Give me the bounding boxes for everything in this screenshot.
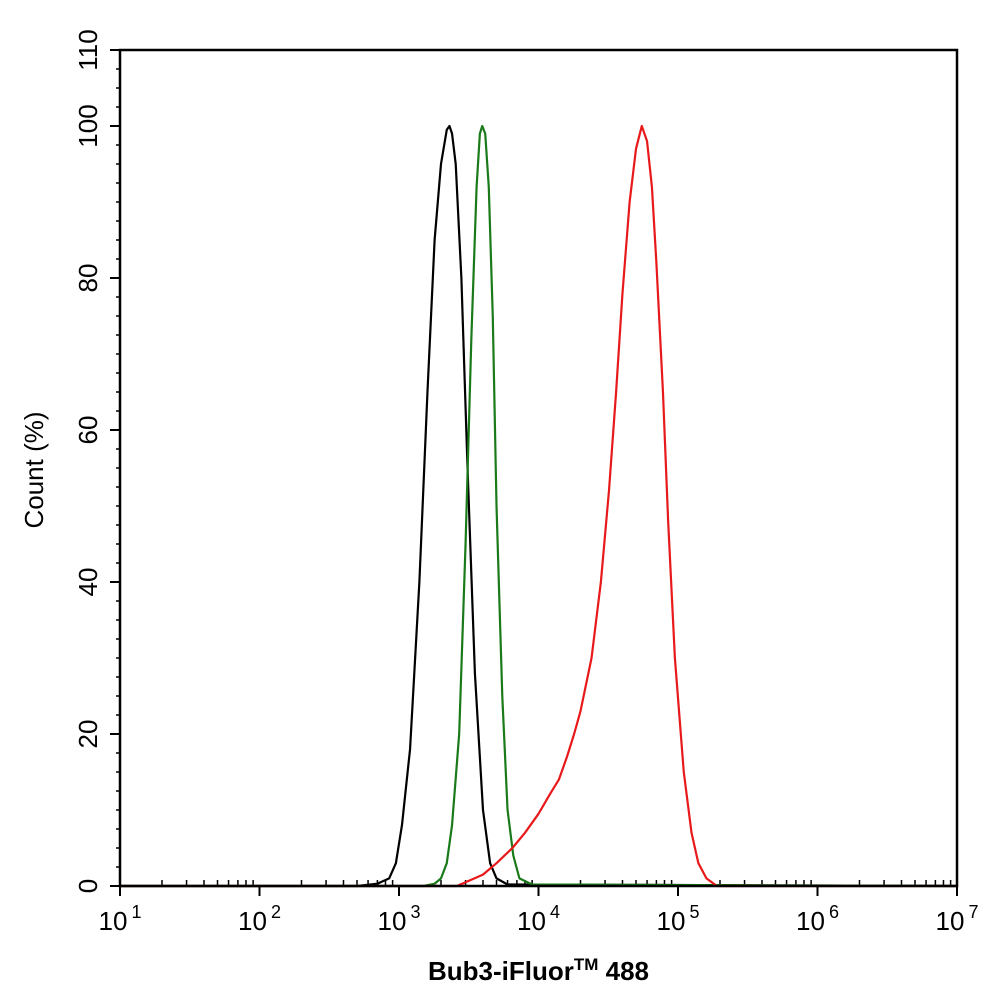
y-tick-label: 100 — [73, 104, 103, 147]
y-tick-label: 0 — [73, 879, 103, 893]
x-axis-title-suffix: 488 — [598, 956, 649, 986]
x-axis-title-main: Bub3-iFluor — [428, 956, 574, 986]
minor-ticks — [116, 68, 952, 886]
series-line-2 — [118, 124, 959, 888]
y-tick-label: 110 — [73, 29, 103, 70]
y-tick-labels: 0 20 40 60 80 100 110 — [73, 29, 103, 893]
x-axis-title-superscript: TM — [574, 955, 599, 974]
series-line-3 — [118, 124, 959, 888]
x-tick-label-base: 10 — [99, 906, 128, 936]
x-tick-label: 10 6 — [796, 902, 839, 936]
major-ticks — [110, 49, 958, 896]
x-tick-label-base: 10 — [517, 906, 546, 936]
x-tick-label: 10 1 — [99, 902, 142, 936]
y-tick-label: 60 — [73, 416, 103, 445]
x-tick-label-base: 10 — [238, 906, 267, 936]
y-tick-label: 40 — [73, 568, 103, 597]
y-tick-label: 80 — [73, 264, 103, 293]
plot-frame — [118, 48, 959, 888]
x-tick-label-exponent: 4 — [550, 902, 560, 922]
y-tick-label: 20 — [73, 720, 103, 749]
x-tick-label-exponent: 7 — [968, 902, 978, 922]
x-tick-label-exponent: 6 — [829, 902, 839, 922]
x-tick-label-exponent: 3 — [410, 902, 420, 922]
x-tick-label-exponent: 2 — [271, 902, 281, 922]
x-tick-labels: 10 1 10 2 10 3 10 4 10 5 10 6 10 7 — [99, 902, 979, 936]
series-lines — [118, 124, 959, 888]
x-tick-label-base: 10 — [936, 906, 965, 936]
x-tick-label: 10 2 — [238, 902, 281, 936]
x-tick-label-exponent: 1 — [131, 902, 141, 922]
series-line-1 — [118, 124, 959, 888]
x-tick-label-exponent: 5 — [689, 902, 699, 922]
y-axis-title: Count (%) — [19, 411, 49, 528]
x-tick-label: 10 3 — [378, 902, 421, 936]
x-tick-label: 10 7 — [936, 902, 979, 936]
x-tick-label-base: 10 — [378, 906, 407, 936]
x-tick-label-base: 10 — [796, 906, 825, 936]
x-axis-title: Bub3-iFluorTM 488 — [428, 955, 649, 986]
x-tick-label-base: 10 — [657, 906, 686, 936]
x-tick-label: 10 5 — [657, 902, 700, 936]
x-tick-label: 10 4 — [517, 902, 560, 936]
